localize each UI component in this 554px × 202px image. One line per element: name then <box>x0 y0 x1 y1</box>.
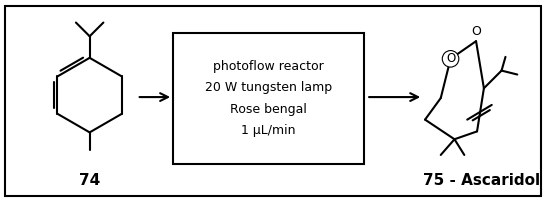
Text: 20 W tungsten lamp: 20 W tungsten lamp <box>205 81 332 94</box>
Bar <box>173 33 365 164</box>
Text: O: O <box>471 25 481 38</box>
Text: 75 - Ascaridol: 75 - Ascaridol <box>423 173 541 188</box>
Text: 74: 74 <box>79 173 100 188</box>
Text: O: O <box>446 52 455 65</box>
Text: 1 μL/min: 1 μL/min <box>242 124 296 137</box>
Text: Rose bengal: Rose bengal <box>230 103 307 116</box>
Text: photoflow reactor: photoflow reactor <box>213 60 324 73</box>
